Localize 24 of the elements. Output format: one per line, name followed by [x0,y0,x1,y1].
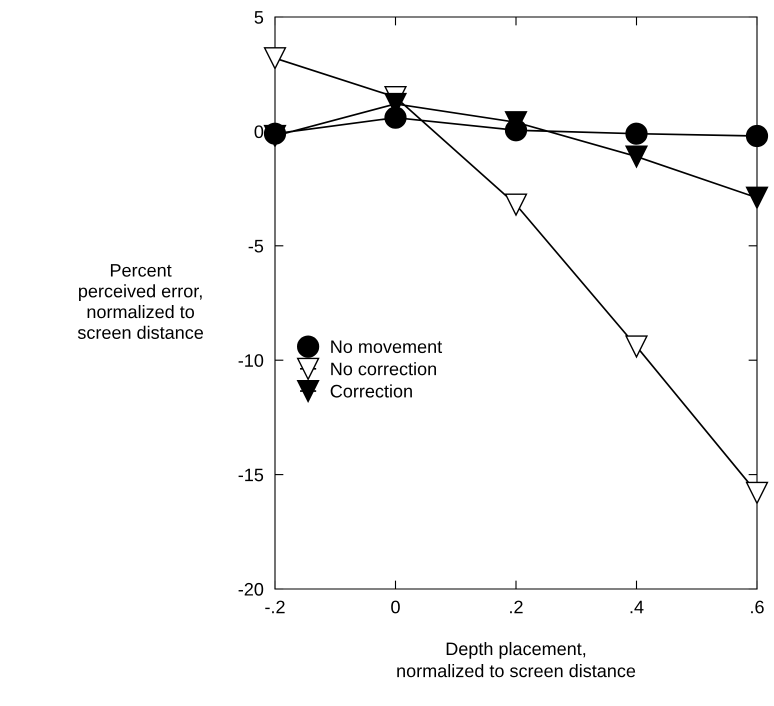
y-tick-label: 0 [254,125,264,138]
point [746,482,768,504]
point [746,186,768,209]
x-axis-title: Depth placement, normalized to screen distance [397,642,636,678]
point [504,194,528,216]
point [264,47,286,70]
x-tick-label: -.2 [265,600,285,614]
y-tick-label: 5 [254,11,264,24]
y-axis-title: Percent perceived error, normalized to screen distance [78,264,204,339]
x-tick-label: .4 [630,600,644,614]
point [625,122,648,145]
point [625,145,648,168]
y-tick-label: -20 [238,582,264,596]
x-tick-label: .2 [510,600,523,614]
y-tick-label: -5 [248,240,264,253]
legend-label: Correction [330,384,412,398]
x-tick-label: 0 [391,600,400,614]
point [746,124,768,148]
legend-label: No correction [331,362,436,376]
x-tick-label: .6 [751,600,764,614]
point [625,335,648,358]
y-tick-label: -15 [238,468,264,482]
legend-label: No movement [331,340,442,354]
y-tick-label: -10 [238,354,264,367]
